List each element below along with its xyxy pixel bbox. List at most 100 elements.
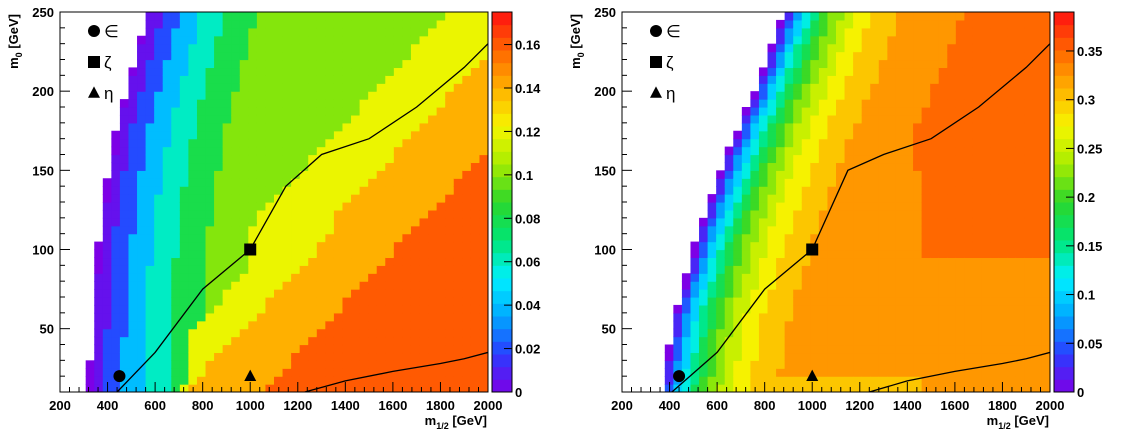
heatmap-cell xyxy=(887,217,897,227)
heatmap-cell xyxy=(342,312,352,322)
heatmap-cell xyxy=(827,75,837,84)
heatmap-cell xyxy=(419,336,429,346)
heatmap-cell xyxy=(376,122,386,132)
heatmap-cell xyxy=(137,107,147,116)
heatmap-cell xyxy=(179,178,189,187)
heatmap-cell xyxy=(767,312,777,322)
heatmap-cell xyxy=(470,35,481,45)
heatmap-cell xyxy=(947,281,957,290)
heatmap-cell xyxy=(784,138,794,148)
heatmap-cell xyxy=(767,170,777,179)
heatmap-cell xyxy=(419,209,429,219)
heatmap-cell xyxy=(818,360,829,369)
heatmap-cell xyxy=(205,304,215,314)
heatmap-cell xyxy=(947,289,957,298)
heatmap-cell xyxy=(282,12,292,21)
heatmap-cell xyxy=(724,336,734,346)
heatmap-cell xyxy=(707,344,717,354)
heatmap-cell xyxy=(878,114,888,124)
heatmap-cell xyxy=(955,209,965,219)
heatmap-cell xyxy=(998,67,1008,76)
heatmap-cell xyxy=(938,352,948,361)
heatmap-cell xyxy=(1032,312,1043,322)
heatmap-cell xyxy=(410,35,421,45)
heatmap-cell xyxy=(239,170,249,179)
heatmap-cell xyxy=(741,138,751,148)
heatmap-cell xyxy=(972,170,983,179)
heatmap-cell xyxy=(453,376,463,385)
heatmap-cell xyxy=(998,83,1008,92)
heatmap-cell xyxy=(462,138,472,148)
heatmap-cell xyxy=(385,154,395,164)
heatmap-cell xyxy=(410,281,421,290)
heatmap-cell xyxy=(393,186,403,195)
heatmap-cell xyxy=(137,162,147,171)
heatmap-cell xyxy=(1024,146,1034,156)
heatmap-cell xyxy=(265,376,275,385)
heatmap-cell xyxy=(947,257,957,266)
heatmap-cell xyxy=(818,376,829,385)
heatmap-cell xyxy=(385,320,395,330)
heatmap-cell xyxy=(265,51,275,61)
heatmap-cell xyxy=(895,257,906,266)
heatmap-cell xyxy=(844,257,854,266)
heatmap-cell xyxy=(342,75,352,84)
colorbar-band xyxy=(1054,88,1074,102)
heatmap-cell xyxy=(436,122,446,132)
heatmap-cell xyxy=(938,114,948,124)
heatmap-cell xyxy=(827,35,837,45)
heatmap-cell xyxy=(154,368,164,377)
heatmap-cell xyxy=(895,27,906,37)
heatmap-cell xyxy=(94,344,104,354)
heatmap-cell xyxy=(291,35,301,45)
heatmap-cell xyxy=(282,202,292,211)
heatmap-cell xyxy=(921,233,931,243)
heatmap-cell xyxy=(836,217,846,227)
heatmap-cell xyxy=(964,257,974,266)
heatmap-cell xyxy=(462,273,472,282)
heatmap-cell xyxy=(196,304,207,314)
heatmap-cell xyxy=(128,154,138,164)
heatmap-cell xyxy=(385,273,395,282)
heatmap-cell xyxy=(291,289,301,298)
heatmap-cell xyxy=(938,170,948,179)
heatmap-cell xyxy=(188,328,198,338)
heatmap-cell xyxy=(179,146,189,156)
heatmap-cell xyxy=(878,138,888,148)
heatmap-cell xyxy=(758,75,769,84)
heatmap-cell xyxy=(981,75,991,84)
heatmap-cell xyxy=(887,146,897,156)
heatmap-cell xyxy=(205,130,215,140)
heatmap-cell xyxy=(436,27,446,37)
heatmap-cell xyxy=(111,257,121,266)
heatmap-cell xyxy=(248,233,258,243)
heatmap-cell xyxy=(368,170,378,179)
heatmap-cell xyxy=(256,154,267,164)
heatmap-cell xyxy=(904,241,914,251)
heatmap-cell xyxy=(196,281,207,290)
heatmap-cell xyxy=(325,67,335,76)
heatmap-cell xyxy=(1007,217,1017,227)
heatmap-cell xyxy=(162,202,172,211)
heatmap-cell xyxy=(955,352,965,361)
heatmap-cell xyxy=(998,297,1008,306)
heatmap-cell xyxy=(964,35,974,45)
heatmap-cell xyxy=(342,225,352,235)
heatmap-cell xyxy=(342,35,352,45)
heatmap-cell xyxy=(351,146,361,156)
heatmap-cell xyxy=(316,304,326,314)
heatmap-cell xyxy=(231,170,241,179)
heatmap-cell xyxy=(445,328,455,338)
heatmap-cell xyxy=(981,138,991,148)
colorbar-band xyxy=(492,379,512,393)
heatmap-cell xyxy=(368,368,378,377)
heatmap-cell xyxy=(342,257,352,266)
colorbar-band xyxy=(1054,176,1074,190)
heatmap-cell xyxy=(870,249,880,259)
heatmap-cell xyxy=(758,360,769,369)
heatmap-cell xyxy=(836,352,846,361)
heatmap-cell xyxy=(316,67,326,76)
heatmap-cell xyxy=(895,297,906,306)
heatmap-cell xyxy=(827,233,837,243)
heatmap-cell xyxy=(179,360,189,369)
